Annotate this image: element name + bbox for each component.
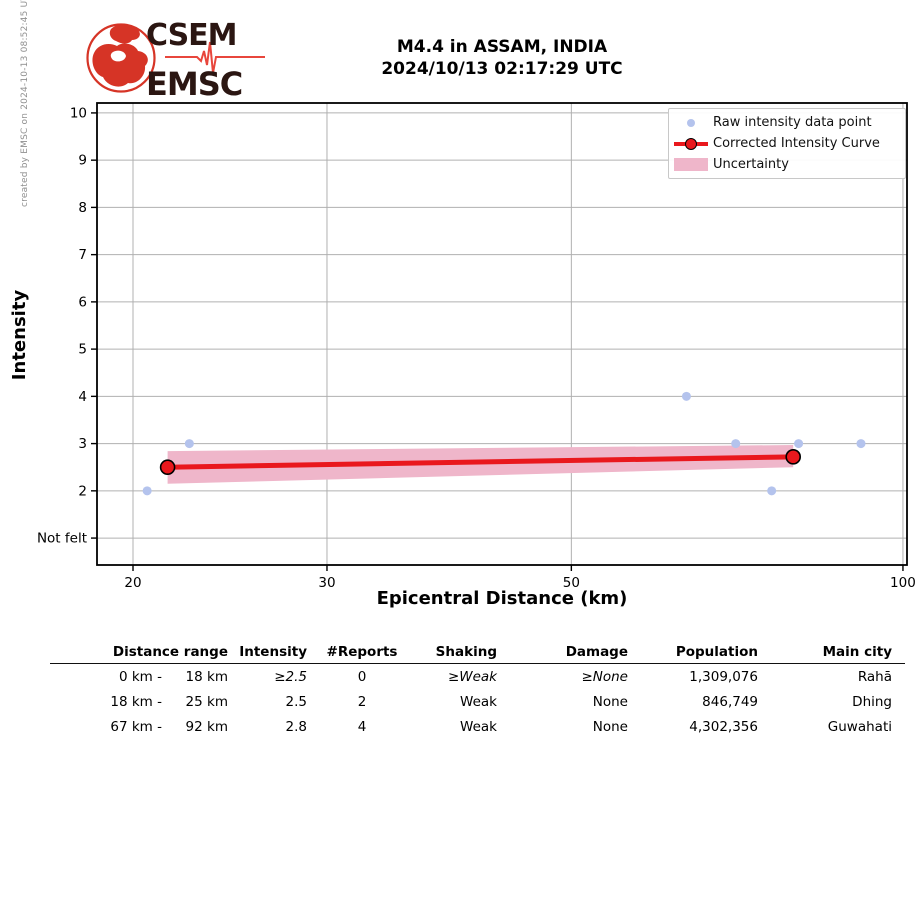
cell-shaking: Weak bbox=[460, 718, 497, 735]
col-header-intensity: Intensity bbox=[239, 643, 307, 660]
x-tick-label: 30 bbox=[318, 575, 335, 591]
col-header-reports: #Reports bbox=[326, 643, 398, 660]
cell-distance-to: 25 km bbox=[185, 693, 228, 710]
cell-intensity: 2.5 bbox=[285, 693, 307, 710]
logo-text-csem: CSEM bbox=[146, 18, 237, 53]
cell-main-city: Guwahati bbox=[827, 718, 892, 735]
legend-label-raw: Raw intensity data point bbox=[713, 115, 872, 130]
intensity-distance-plot: 20 30 50 100 Not felt 2 3 4 5 6 7 8 9 10 bbox=[37, 102, 916, 591]
raw-data-point bbox=[767, 486, 777, 496]
legend-label-uncertainty: Uncertainty bbox=[713, 157, 789, 172]
logo-landmass-main bbox=[92, 43, 148, 87]
logo-seismogram-icon bbox=[165, 41, 265, 74]
chart-title-line1: M4.4 in ASSAM, INDIA bbox=[396, 37, 608, 57]
cell-population: 1,309,076 bbox=[689, 668, 758, 685]
plot-frame bbox=[96, 102, 908, 566]
cell-intensity: ≥2.5 bbox=[274, 668, 307, 685]
raw-data-point bbox=[681, 391, 691, 401]
table-row: 18 km - 25 km 2.5 2 Weak None 846,749 Dh… bbox=[50, 689, 905, 714]
logo-text-emsc: EMSC bbox=[146, 65, 242, 103]
x-axis-label: Epicentral Distance (km) bbox=[376, 588, 628, 609]
x-tick-label: 50 bbox=[563, 575, 580, 591]
curve-endpoint-marker bbox=[159, 459, 176, 476]
y-tick-label: 6 bbox=[78, 294, 87, 310]
cell-distance-from: 18 km - bbox=[110, 693, 162, 710]
chart-title: M4.4 in ASSAM, INDIA 2024/10/13 02:17:29… bbox=[97, 36, 907, 80]
legend-entry-curve: Corrected Intensity Curve bbox=[669, 133, 905, 154]
cell-shaking: Weak bbox=[460, 693, 497, 710]
y-tick-label: 3 bbox=[78, 436, 87, 452]
emsc-logo: CSEM EMSC bbox=[86, 18, 265, 103]
raw-data-point bbox=[184, 439, 194, 449]
y-tick-label: 4 bbox=[78, 389, 87, 405]
raw-data-point bbox=[142, 486, 152, 496]
logo-landmass-detail bbox=[110, 50, 126, 62]
col-header-distance-range: Distance range bbox=[112, 643, 228, 660]
cell-main-city: Rahā bbox=[857, 668, 892, 685]
cell-reports: 0 bbox=[357, 668, 367, 685]
impact-table: Distance range Intensity #Reports Shakin… bbox=[50, 640, 905, 739]
raw-data-point bbox=[731, 439, 741, 449]
table-row: 0 km - 18 km ≥2.5 0 ≥Weak ≥None 1,309,07… bbox=[50, 664, 905, 689]
legend-entry-raw: Raw intensity data point bbox=[669, 112, 905, 133]
legend-label-curve: Corrected Intensity Curve bbox=[713, 136, 880, 151]
uncertainty-swatch-icon bbox=[669, 158, 713, 171]
col-header-damage: Damage bbox=[565, 643, 628, 660]
raw-data-point bbox=[794, 439, 804, 449]
y-tick-label: 5 bbox=[78, 342, 87, 358]
chart-title-line2: 2024/10/13 02:17:29 UTC bbox=[381, 59, 623, 79]
raw-data-point bbox=[856, 439, 866, 449]
cell-distance-from: 0 km - bbox=[118, 668, 162, 685]
cell-distance-from: 67 km - bbox=[110, 718, 162, 735]
y-tick-label: Not felt bbox=[37, 531, 87, 547]
x-tick-label: 20 bbox=[124, 575, 141, 591]
cell-reports: 2 bbox=[357, 693, 367, 710]
cell-distance-to: 92 km bbox=[185, 718, 228, 735]
y-tick-label: 2 bbox=[78, 483, 87, 499]
legend-entry-uncertainty: Uncertainty bbox=[669, 154, 905, 175]
curve-endpoint-marker bbox=[785, 449, 802, 465]
cell-damage: None bbox=[592, 718, 628, 735]
cell-distance-to: 18 km bbox=[185, 668, 228, 685]
col-header-main-city: Main city bbox=[822, 643, 892, 660]
cell-reports: 4 bbox=[357, 718, 367, 735]
col-header-shaking: Shaking bbox=[435, 643, 497, 660]
raw-point-swatch-icon bbox=[669, 118, 713, 127]
y-axis-label: Intensity bbox=[9, 289, 30, 381]
cell-population: 846,749 bbox=[702, 693, 758, 710]
table-row: 67 km - 92 km 2.8 4 Weak None 4,302,356 … bbox=[50, 714, 905, 739]
table-header-row: Distance range Intensity #Reports Shakin… bbox=[50, 640, 905, 664]
corrected-intensity-curve bbox=[167, 454, 794, 470]
cell-damage: None bbox=[592, 693, 628, 710]
x-tick-label: 100 bbox=[890, 575, 916, 591]
logo-landmass-europe bbox=[109, 24, 140, 44]
cell-damage: ≥None bbox=[581, 668, 628, 685]
y-tick-label: 8 bbox=[78, 200, 87, 216]
col-header-population: Population bbox=[675, 643, 758, 660]
cell-population: 4,302,356 bbox=[689, 718, 758, 735]
cell-shaking: ≥Weak bbox=[447, 668, 497, 685]
cell-intensity: 2.8 bbox=[285, 718, 307, 735]
cell-main-city: Dhing bbox=[852, 693, 892, 710]
y-tick-label: 10 bbox=[70, 105, 87, 121]
curve-swatch-icon bbox=[669, 137, 713, 150]
y-tick-label: 9 bbox=[78, 153, 87, 169]
y-tick-label: 7 bbox=[78, 247, 87, 263]
plot-legend: Raw intensity data point Corrected Inten… bbox=[668, 108, 906, 179]
